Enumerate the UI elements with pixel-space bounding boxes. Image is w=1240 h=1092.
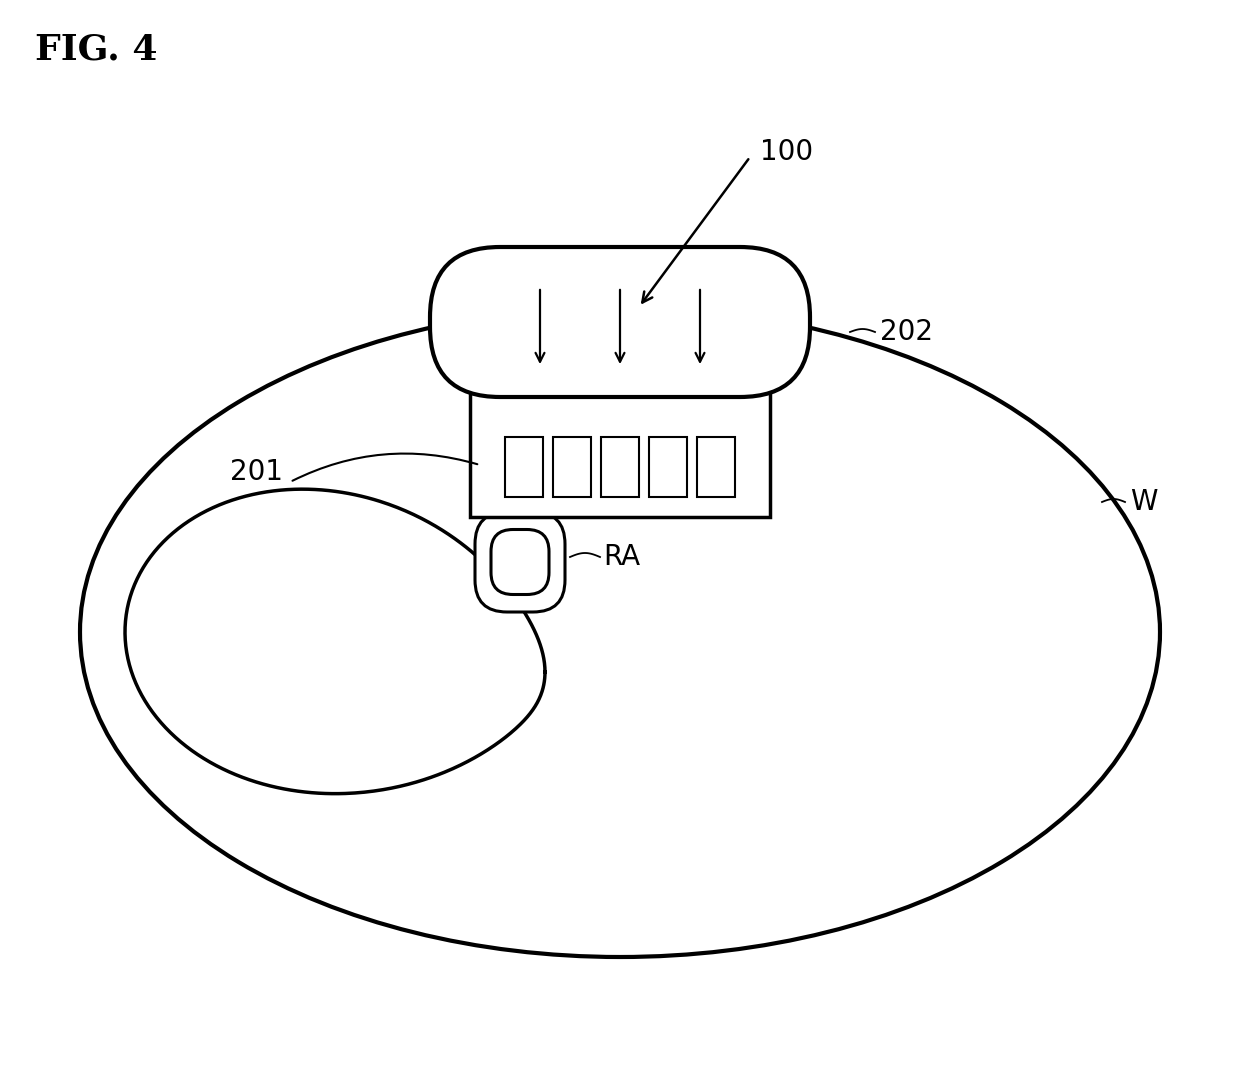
Bar bbox=[601, 437, 639, 497]
Bar bbox=[553, 437, 591, 497]
Text: 201: 201 bbox=[229, 458, 283, 486]
Text: 100: 100 bbox=[760, 138, 813, 166]
FancyBboxPatch shape bbox=[475, 512, 565, 612]
Text: FIG. 4: FIG. 4 bbox=[35, 32, 157, 66]
Bar bbox=[697, 437, 735, 497]
FancyBboxPatch shape bbox=[491, 530, 549, 594]
Ellipse shape bbox=[81, 307, 1159, 957]
FancyBboxPatch shape bbox=[430, 247, 810, 397]
Polygon shape bbox=[125, 489, 546, 794]
Bar bbox=[470, 387, 770, 517]
Text: W: W bbox=[1130, 488, 1157, 517]
Text: 202: 202 bbox=[880, 318, 932, 346]
Text: RA: RA bbox=[603, 543, 640, 571]
Bar bbox=[505, 437, 543, 497]
Bar bbox=[649, 437, 687, 497]
